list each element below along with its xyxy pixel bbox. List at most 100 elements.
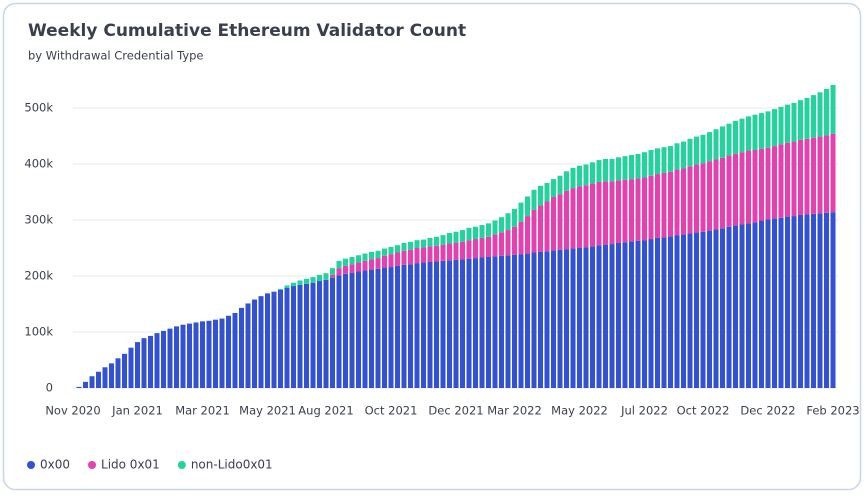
bar-segment [382, 267, 387, 388]
bar-segment [330, 274, 335, 278]
bar-segment [772, 109, 777, 147]
bar-segment [785, 142, 790, 217]
bar-segment [817, 92, 823, 137]
bar-segment [135, 342, 140, 388]
bar-segment [291, 282, 296, 287]
bar-segment [759, 220, 764, 388]
bar-segment [713, 229, 719, 388]
bar-segment [538, 205, 543, 252]
bar-segment [206, 320, 212, 388]
bar-segment [824, 212, 829, 388]
bar-segment [551, 179, 556, 198]
bar-segment [661, 237, 667, 388]
bar-segment [830, 85, 836, 134]
bar-segment [408, 264, 413, 388]
bar-segment [765, 111, 771, 148]
bar-segment [804, 138, 810, 215]
bar-segment [752, 222, 758, 388]
bar-segment [798, 214, 803, 388]
bar-segment [772, 218, 777, 388]
bar-segment [570, 167, 576, 189]
bar-segment [440, 244, 446, 261]
bar-segment [226, 315, 231, 388]
bar-segment [252, 299, 257, 388]
bar-segment [544, 183, 550, 202]
bar-segment [661, 147, 667, 173]
bar-segment [596, 245, 602, 388]
plot: 0 100k 200k 300k 400k 500k Nov 2020 Jan 2021 Mar… [24, 85, 860, 418]
bar-segment [427, 246, 433, 262]
bar-segment [388, 246, 394, 255]
bar-segment [343, 258, 348, 266]
bar-segment [245, 303, 251, 388]
bar-segment [629, 241, 634, 388]
bar-segment [824, 135, 829, 213]
bar-segment [739, 118, 745, 153]
bar-segment [473, 226, 478, 240]
bar-segment [746, 150, 751, 224]
bar-segment [440, 235, 446, 245]
x-tick-label: Aug 2021 [298, 404, 353, 418]
bar-segment [564, 190, 569, 250]
bar-segment [460, 241, 465, 260]
bar-segment [466, 227, 472, 241]
bar-segment [414, 263, 420, 388]
bar-segment [791, 141, 797, 217]
bar-segment [739, 224, 745, 388]
bar-segment [408, 241, 413, 250]
bar-segment [674, 235, 680, 388]
bar-segment [278, 288, 283, 290]
bar-segment [811, 213, 816, 388]
bar-segment [453, 231, 459, 243]
bar-segment [369, 269, 374, 388]
bar-segment [408, 249, 413, 265]
bar-segment [304, 278, 309, 284]
legend-label: non-Lido0x01 [191, 458, 273, 472]
bar-segment [466, 258, 472, 388]
bar-segment [401, 250, 407, 265]
bar-segment [648, 150, 654, 176]
bar-segment [343, 265, 348, 274]
bar-segment [401, 242, 407, 251]
bar-segment [317, 274, 322, 282]
bar-segment [421, 239, 426, 248]
bar-segment [460, 259, 465, 388]
bar-segment [785, 216, 790, 388]
bar-segment [577, 248, 582, 388]
bar-segment [772, 146, 777, 219]
bar-segment [284, 285, 290, 288]
bar-segment [622, 156, 628, 180]
bar-segment [700, 163, 706, 232]
bar-segment [128, 347, 134, 388]
bar-segment [635, 178, 641, 241]
bar-segment [258, 296, 264, 388]
bar-segment [759, 148, 764, 221]
bar-segment [577, 186, 582, 248]
legend-marker [27, 461, 35, 469]
bar-segment [713, 159, 719, 230]
bar-segment [811, 95, 816, 138]
bar-segment [89, 376, 95, 388]
bar-segment [635, 240, 641, 388]
bar-segment [765, 147, 771, 220]
bar-segment [427, 262, 433, 388]
bar-segment [642, 152, 647, 178]
y-tick-label: 500k [24, 101, 53, 115]
x-tick-label: Jan 2021 [111, 404, 163, 418]
bar-segment [694, 232, 699, 388]
bar-segment [518, 221, 524, 255]
bar-segment [499, 255, 504, 388]
bar-segment [726, 226, 732, 388]
bar-segment [466, 240, 472, 259]
bar-segment [674, 169, 680, 236]
bar-segment [674, 143, 680, 170]
x-tick-label: May 2021 [239, 404, 296, 418]
bar-segment [635, 153, 641, 179]
bar-segment [824, 88, 829, 136]
bar-segment [661, 172, 667, 238]
bar-segment [720, 157, 725, 229]
bar-segment [115, 358, 121, 388]
legend-label: 0x00 [40, 458, 70, 472]
chart-title: Weekly Cumulative Ethereum Validator Cou… [28, 21, 466, 41]
